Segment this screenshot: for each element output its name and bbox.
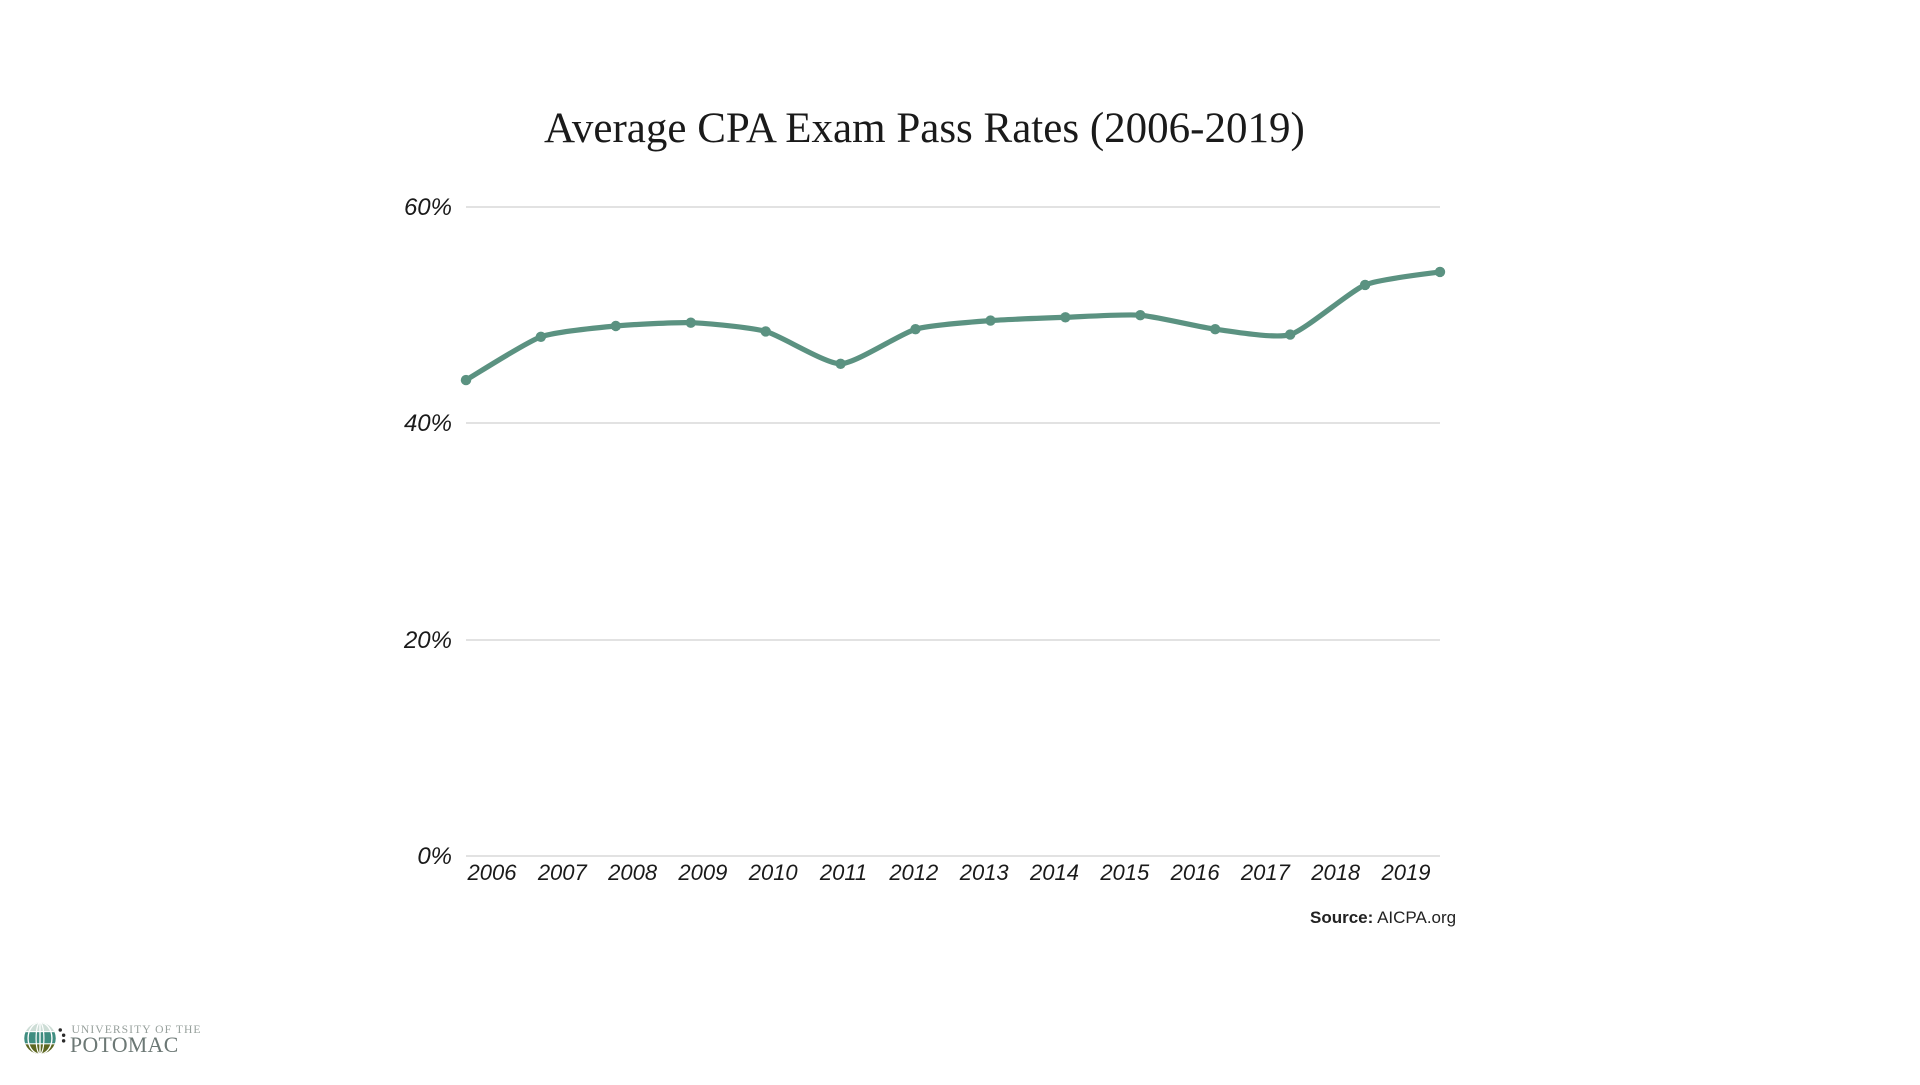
svg-text:2011: 2011 (819, 860, 867, 885)
svg-text:60%: 60% (404, 194, 452, 221)
svg-text:2015: 2015 (1099, 860, 1150, 885)
svg-text:2016: 2016 (1170, 860, 1221, 885)
svg-text:0%: 0% (417, 843, 452, 870)
svg-text:2010: 2010 (748, 860, 799, 885)
svg-text:2018: 2018 (1310, 860, 1361, 885)
svg-text:2012: 2012 (888, 860, 938, 885)
svg-text:2017: 2017 (1240, 860, 1291, 885)
svg-text:2019: 2019 (1381, 860, 1431, 885)
svg-text:2008: 2008 (607, 860, 658, 885)
svg-text:POTOMAC: POTOMAC (70, 1033, 179, 1057)
svg-text:40%: 40% (404, 410, 452, 437)
svg-text:2009: 2009 (677, 860, 727, 885)
svg-text:2006: 2006 (467, 860, 518, 885)
svg-text:2014: 2014 (1029, 860, 1079, 885)
svg-text:20%: 20% (403, 627, 452, 654)
svg-text:2013: 2013 (959, 860, 1010, 885)
svg-text:2007: 2007 (537, 860, 588, 885)
